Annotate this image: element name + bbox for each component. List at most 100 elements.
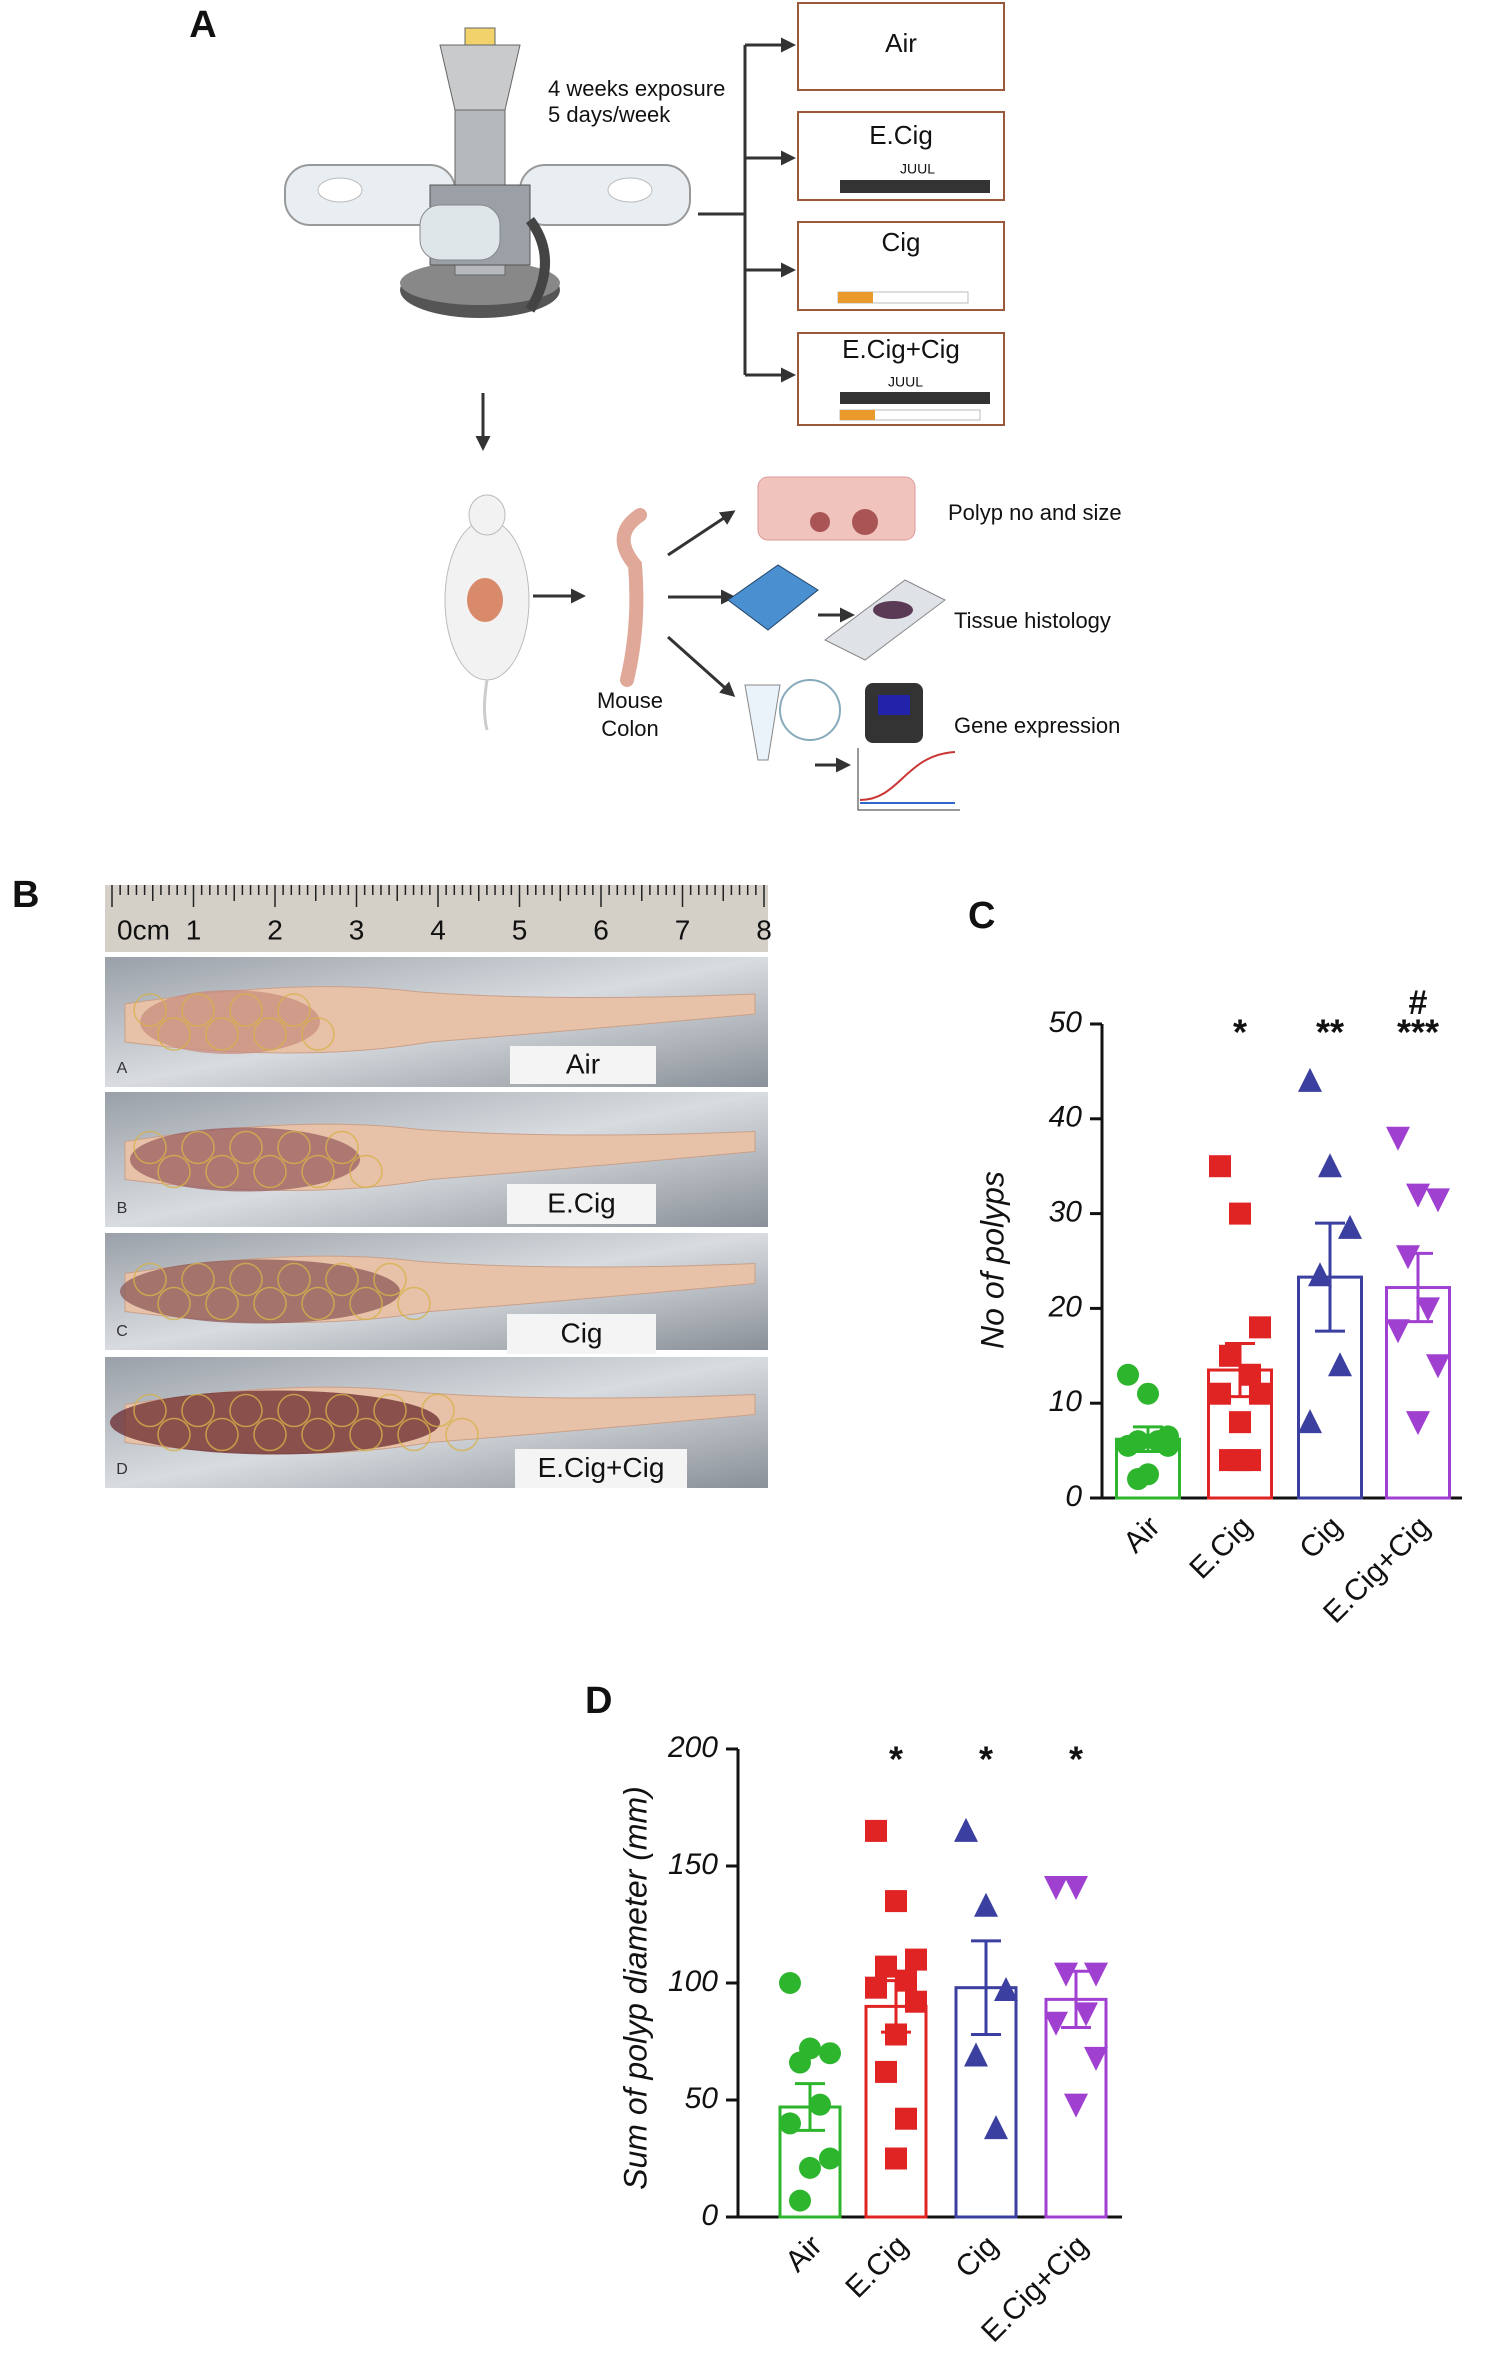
panel-a: A 4 weeks exposure 5 days/week Air E.Cig… [189,2,1122,811]
data-point [905,1990,927,2013]
significance: * [1233,1012,1247,1053]
data-point [1386,1126,1410,1151]
data-point [1396,1245,1420,1270]
row-letter: A [117,1060,128,1077]
tube-icon [744,684,781,761]
polyp [277,1130,311,1165]
polyp [181,993,215,1027]
y-tick-label: 150 [668,1848,718,1881]
data-point [984,2115,1008,2140]
polyp [253,1017,287,1051]
ruler-label: 6 [593,914,609,945]
arrow [667,635,736,697]
device-brand: JUUL [900,161,935,177]
polyp [133,1393,167,1428]
data-point [1137,1382,1159,1405]
error-bar [971,1939,1001,2036]
cassette-icon [727,564,819,631]
y-axis-label: Sum of polyp diameter (mm) [617,1786,653,2190]
row-label-box [507,1314,656,1354]
chart: D 0 50 100 150 200 Sum of polyp diameter (mm) A… [585,1680,1122,2349]
polyp [133,993,167,1027]
mouse [444,494,530,731]
row-letter: D [116,1461,128,1478]
data-point [799,2156,821,2179]
data-point [1239,1363,1261,1386]
data-point [819,2147,841,2170]
colon-label: Mouse [597,688,663,713]
data-point [1209,1155,1231,1178]
data-point [1229,1202,1251,1225]
polyp [157,1017,191,1051]
significance: * [889,1739,903,1780]
data-point [789,2051,811,2074]
data-point [865,1819,887,1842]
x-tick-label: E.Cig [839,2229,914,2304]
panel-label: D [585,1680,612,1722]
polyp [229,993,263,1027]
panel-label: B [12,874,39,916]
polyp [445,1417,479,1452]
data-point [779,1972,801,1994]
row-label-box [510,1046,656,1084]
polyp [349,1286,383,1321]
y-axis-label: No of polyps [974,1171,1010,1349]
y-tick-label: 200 [667,1731,718,1764]
polyp [397,1286,431,1321]
data-point [875,2060,897,2083]
ecig-device [840,180,990,193]
y-tick-label: 100 [668,1965,718,1998]
amplification-plot [857,748,960,811]
ruler-label: 7 [675,914,691,945]
data-point [779,2112,801,2135]
data-point [809,2093,831,2116]
group-label: Air [885,28,917,58]
polyp [301,1417,335,1452]
data-point [1249,1316,1271,1339]
data-point [895,1969,917,1992]
y-tick-label: 30 [1049,1196,1083,1229]
data-point [1044,1876,1068,1901]
data-point [954,1817,978,1842]
data-point [1219,1344,1241,1367]
slide-icon [824,579,946,661]
polyp [205,1417,239,1452]
y-tick-label: 50 [1049,1006,1083,1039]
data-point [1157,1434,1179,1457]
ruler-label: 8 [756,914,772,945]
ruler-label: 1 [186,914,202,945]
y-tick-label: 10 [1049,1385,1083,1418]
ecig-device [840,392,990,404]
polyp [325,1393,359,1428]
polyp [277,1393,311,1428]
data-point [1328,1352,1352,1377]
ruler-label: 2 [267,914,283,945]
output-label: Gene expression [954,713,1120,738]
cigarette-filter [840,410,875,420]
polyp [205,1154,239,1189]
data-point [885,2023,907,2046]
polyp [181,1130,215,1165]
data-point [1426,1188,1450,1213]
output-label: Tissue histology [954,608,1111,633]
colon-icon [616,508,647,687]
data-point [1064,2093,1088,2118]
data-point [895,2107,917,2130]
arrow [667,510,736,557]
y-tick-label: 20 [1048,1290,1083,1323]
data-point [1406,1183,1430,1208]
significance: * [979,1739,993,1780]
panel-label: C [968,895,995,937]
data-point [789,2189,811,2212]
polyp [277,1262,311,1297]
data-point [1054,1962,1078,1987]
x-tick-label: Air [1117,1510,1166,1559]
data-point [1117,1434,1139,1457]
exposure-text: 4 weeks exposure [548,76,725,101]
polyp [253,1154,287,1189]
colon-photos: A Air B E.Cig C Cig D E.Cig+Cig [105,957,768,1488]
y-tick-label: 40 [1049,1101,1083,1134]
cigarette-filter [838,292,873,303]
data-point [1127,1468,1149,1491]
polyp [373,1262,407,1297]
